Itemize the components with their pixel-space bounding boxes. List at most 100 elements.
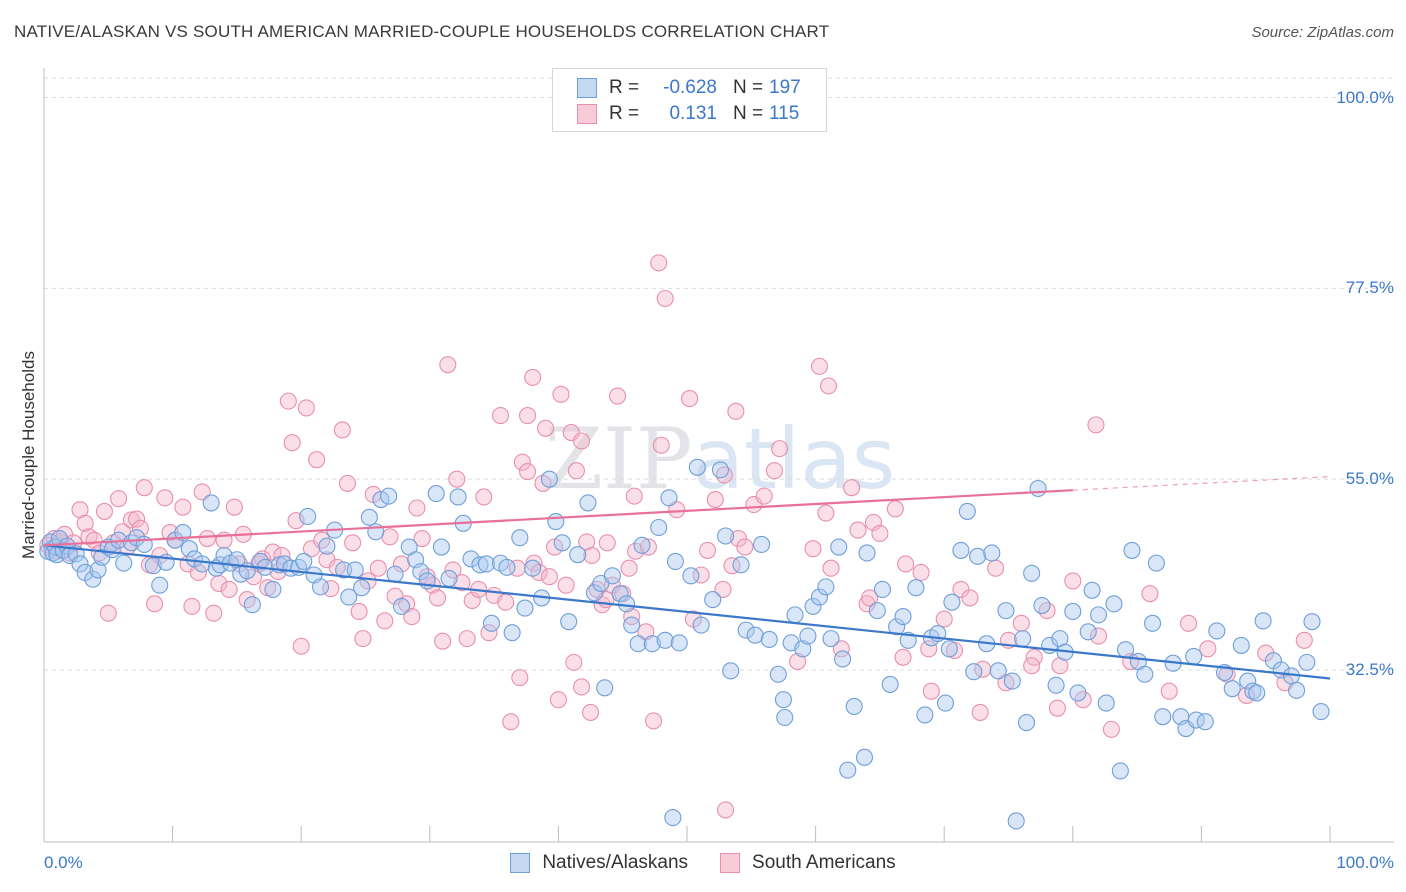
native-alaskan-point [799, 627, 817, 645]
south-american-point [861, 589, 879, 607]
south-american-point [359, 572, 377, 590]
native-alaskan-point [623, 616, 641, 634]
south-american-point [572, 678, 591, 696]
native-alaskan-point [858, 544, 876, 562]
native-alaskan-point [386, 565, 404, 583]
native-alaskan-point [907, 579, 925, 597]
native-alaskan-point [855, 748, 874, 766]
south-american-point [344, 534, 362, 552]
native-alaskan-point [516, 599, 534, 617]
native-alaskan-point [643, 635, 661, 653]
native-alaskan-point [969, 547, 987, 565]
south-american-point [789, 652, 807, 671]
south-american-point [871, 524, 889, 542]
south-american-point [849, 521, 867, 539]
native-alaskan-point [432, 538, 450, 556]
south-american-point [755, 487, 773, 505]
south-american-point [448, 470, 466, 488]
stats-legend: R = -0.628 N = 197 R = 0.131 N = 115 [552, 68, 827, 132]
south-american-point [292, 637, 310, 655]
native-alaskan-point [71, 555, 89, 573]
south-american-point [511, 669, 529, 687]
south-american-point [376, 612, 394, 630]
native-alaskan-point [1069, 684, 1087, 702]
south-american-point [205, 604, 223, 622]
native-alaskan-point [845, 697, 863, 716]
native-alaskan-point [1185, 647, 1203, 665]
native-alaskan-point [311, 578, 330, 596]
south-american-point [238, 591, 256, 609]
y-tick-label: 77.5% [1345, 278, 1394, 298]
south-american-point [843, 479, 861, 497]
south-american-point [308, 451, 326, 469]
blue-square-icon [510, 853, 531, 873]
legend-item-natives[interactable]: Natives/Alaskans [510, 852, 688, 874]
native-alaskan-point [427, 485, 445, 503]
south-american-point [729, 529, 747, 548]
r-label: R = [609, 103, 640, 124]
native-alaskan-point [776, 708, 794, 727]
native-alaskan-point [1105, 595, 1123, 613]
south-americans-trend-line [43, 489, 1073, 547]
south-american-point [598, 534, 616, 552]
south-american-point [583, 546, 601, 565]
south-american-point [338, 474, 357, 492]
native-alaskan-point [1064, 602, 1082, 621]
native-alaskan-point [997, 602, 1015, 620]
south-american-point [110, 490, 128, 508]
native-alaskan-point [839, 761, 857, 779]
south-american-point [128, 510, 146, 528]
native-alaskan-point [412, 563, 430, 581]
native-alaskan-point [1079, 623, 1097, 641]
native-alaskan-point [711, 461, 729, 479]
native-alaskan-point [1154, 708, 1172, 726]
native-alaskan-point [786, 606, 804, 624]
legend-item-south-americans[interactable]: South Americans [720, 852, 896, 874]
south-american-point [714, 580, 732, 598]
x-tick-max: 100.0% [1336, 853, 1394, 872]
native-alaskan-point [151, 576, 169, 594]
south-americans-points [39, 254, 1313, 819]
native-alaskan-point [1097, 694, 1115, 712]
native-alaskan-point [380, 487, 398, 505]
trend-lines [43, 476, 1331, 680]
south-american-point [198, 529, 216, 548]
native-alaskan-point [822, 630, 840, 648]
chart-title: NATIVE/ALASKAN VS SOUTH AMERICAN MARRIED… [14, 22, 830, 41]
native-alaskan-point [1023, 564, 1041, 582]
south-american-point [381, 528, 399, 546]
native-alaskan-point [664, 809, 682, 827]
south-american-point [920, 640, 938, 658]
south-american-point [565, 653, 583, 671]
native-alaskan-point [760, 630, 778, 649]
south-american-point [1102, 720, 1120, 738]
native-alaskan-point [965, 663, 983, 681]
watermark-text: ZIPatlas [544, 410, 895, 508]
native-alaskan-point [1254, 612, 1272, 630]
south-american-point [810, 357, 829, 375]
native-alaskan-point [1047, 676, 1065, 694]
south-american-point [403, 608, 421, 626]
south-american-point [817, 504, 835, 522]
native-alaskan-point [682, 567, 700, 585]
native-alaskan-point [633, 536, 651, 554]
south-american-point [997, 674, 1015, 692]
native-alaskan-point [84, 570, 102, 588]
native-alaskan-point [958, 502, 976, 520]
south-american-point [297, 399, 315, 417]
south-american-point [771, 440, 789, 458]
south-american-point [971, 703, 989, 721]
native-alaskan-point [660, 489, 678, 507]
south-american-point [354, 630, 372, 648]
south-american-point [819, 377, 838, 395]
native-alaskan-point [1003, 672, 1021, 690]
native-alaskan-point [360, 508, 378, 526]
native-alaskan-point [603, 567, 621, 585]
native-alaskan-point [737, 621, 755, 639]
pink-swatch-icon [577, 104, 597, 124]
native-alaskan-point [353, 579, 371, 597]
south-american-point [99, 604, 117, 622]
native-alaskan-point [1083, 581, 1101, 599]
native-alaskan-point [943, 593, 961, 611]
south-american-point [765, 462, 783, 480]
